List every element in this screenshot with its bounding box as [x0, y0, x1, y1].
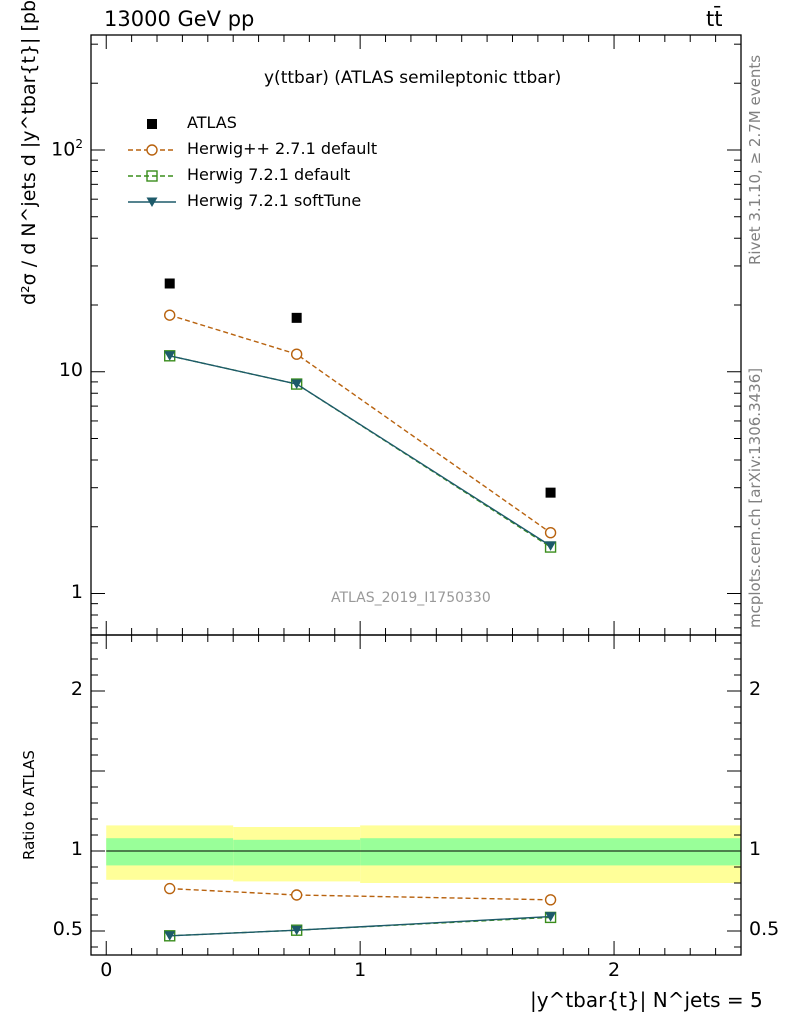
band-inner-rect — [233, 839, 361, 866]
main-y-tick-label: 10 — [58, 358, 83, 381]
side-label-top: Rivet 3.1.10, ≥ 2.7M events — [746, 54, 764, 265]
main-series-line — [169, 355, 551, 547]
ratio-frame — [90, 634, 742, 956]
legend-label: Herwig++ 2.7.1 default — [187, 139, 378, 158]
legend-label: ATLAS — [187, 113, 237, 132]
atlas-data-point — [545, 487, 556, 498]
main-series-line — [169, 355, 551, 548]
herwigpp-point — [544, 527, 557, 539]
ratio-y-tick-label-left: 1 — [70, 838, 83, 860]
process-label: tt̄ — [706, 7, 723, 31]
herwig-softtune-point — [545, 541, 557, 551]
ratio-y-tick-label-left: 2 — [70, 678, 83, 700]
main-y-tick-label: 102 — [51, 136, 83, 161]
ratio-y-tick-label-left: 0.5 — [52, 918, 83, 940]
herwigpp-point — [164, 882, 176, 895]
x-tick-label: 2 — [608, 959, 621, 981]
ratio-y-tick-label-right: 1 — [749, 838, 762, 860]
ratio-series-line — [169, 915, 551, 937]
x-tick-label: 1 — [354, 959, 367, 981]
axes-layer — [90, 34, 742, 956]
atlas-data-point — [147, 119, 157, 129]
herwig-softtune-point — [146, 197, 158, 207]
side-label-bottom: mcplots.cern.ch [arXiv:1306.3436] — [746, 367, 764, 628]
herwigpp-point — [290, 348, 303, 360]
legend-label: Herwig 7.2.1 softTune — [187, 191, 362, 210]
main-y-tick-label: 1 — [70, 580, 83, 603]
atlas-data-point — [164, 278, 175, 289]
herwigpp-point — [146, 144, 158, 156]
series-layer — [164, 278, 557, 942]
herwig-softtune-point — [291, 925, 303, 936]
legend — [128, 119, 176, 207]
herwig-softtune-point — [164, 931, 176, 941]
band-inner-rect — [360, 838, 741, 866]
ratio-y-axis-label: Ratio to ATLAS — [20, 750, 38, 860]
chart-title: y(ttbar) (ATLAS semileptonic ttbar) — [264, 68, 562, 88]
x-tick-label: 0 — [100, 959, 113, 981]
watermark-label: ATLAS_2019_I1750330 — [331, 590, 491, 606]
energy-label: 13000 GeV pp — [104, 7, 255, 31]
main-y-axis-label: d²σ / d N^jets d |y^tbar{t}| [pb] — [18, 0, 40, 305]
x-axis-label: |y^tbar{t}| N^jets = 5 — [530, 988, 763, 1012]
herwig-default-point — [146, 170, 158, 182]
ratio-band-layer — [106, 825, 741, 883]
band-inner-rect — [106, 838, 234, 866]
ratio-y-tick-label-right: 2 — [749, 678, 762, 700]
herwigpp-point — [544, 894, 557, 906]
herwig-softtune-point — [545, 912, 557, 922]
herwigpp-point — [290, 889, 303, 901]
herwig-softtune-point — [291, 379, 303, 390]
atlas-data-point — [291, 312, 302, 323]
ratio-y-tick-label-right: 0.5 — [749, 918, 780, 940]
ratio-series-line — [169, 887, 551, 901]
herwig-softtune-point — [164, 351, 176, 361]
herwigpp-point — [164, 309, 176, 321]
legend-label: Herwig 7.2.1 default — [187, 165, 351, 184]
